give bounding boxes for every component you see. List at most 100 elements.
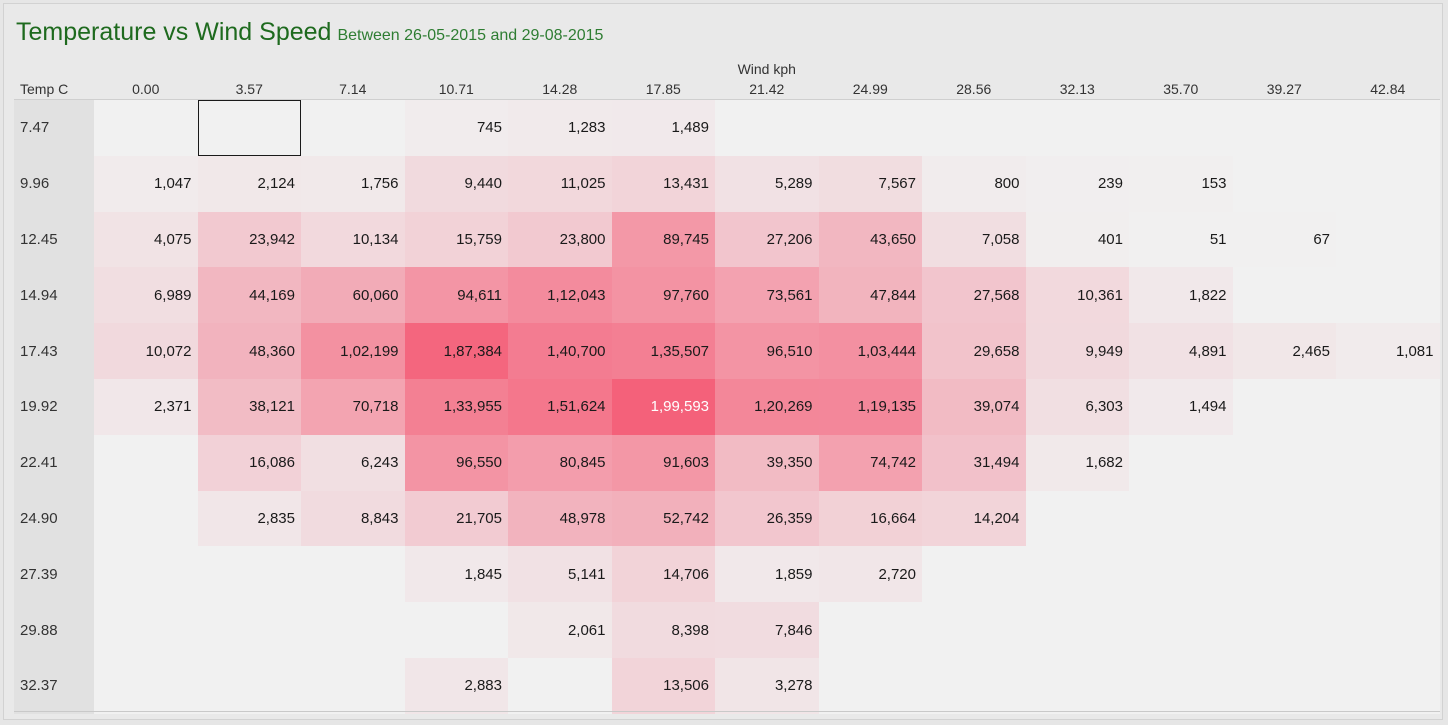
heatmap-cell[interactable] bbox=[1129, 658, 1233, 714]
heatmap-cell[interactable] bbox=[1129, 602, 1233, 658]
heatmap-cell[interactable] bbox=[1129, 100, 1233, 156]
heatmap-cell[interactable] bbox=[818, 100, 922, 156]
heatmap-cell[interactable]: 44,169 bbox=[197, 267, 301, 324]
heatmap-cell[interactable] bbox=[1336, 658, 1440, 714]
heatmap-cell[interactable]: 1,822 bbox=[1129, 267, 1233, 324]
heatmap-cell[interactable]: 27,206 bbox=[715, 211, 819, 268]
heatmap-cell[interactable] bbox=[1025, 546, 1129, 603]
heatmap-cell[interactable]: 2,371 bbox=[94, 379, 198, 435]
heatmap-cell[interactable]: 1,87,384 bbox=[404, 323, 508, 379]
heatmap-cell[interactable] bbox=[94, 490, 198, 547]
heatmap-cell[interactable]: 73,561 bbox=[715, 267, 819, 324]
heatmap-cell[interactable] bbox=[1025, 658, 1129, 714]
heatmap-cell[interactable]: 153 bbox=[1129, 155, 1233, 212]
heatmap-cell[interactable]: 13,431 bbox=[611, 155, 715, 212]
heatmap-cell[interactable]: 1,682 bbox=[1025, 434, 1129, 491]
heatmap-cell[interactable] bbox=[1232, 267, 1336, 324]
heatmap-cell[interactable] bbox=[301, 546, 405, 603]
heatmap-cell[interactable]: 1,047 bbox=[94, 155, 198, 212]
heatmap-cell[interactable]: 31,494 bbox=[922, 434, 1026, 491]
heatmap-cell[interactable] bbox=[94, 100, 198, 156]
heatmap-cell[interactable] bbox=[197, 602, 301, 658]
heatmap-cell[interactable]: 11,025 bbox=[508, 155, 612, 212]
heatmap-cell[interactable]: 1,19,135 bbox=[818, 379, 922, 435]
heatmap-cell[interactable] bbox=[922, 602, 1026, 658]
heatmap-cell[interactable]: 6,303 bbox=[1025, 379, 1129, 435]
heatmap-cell[interactable] bbox=[922, 658, 1026, 714]
heatmap-cell[interactable]: 13,506 bbox=[611, 658, 715, 714]
heatmap-cell[interactable]: 96,550 bbox=[404, 434, 508, 491]
heatmap-cell[interactable]: 10,134 bbox=[301, 211, 405, 268]
heatmap-cell[interactable]: 2,883 bbox=[404, 658, 508, 714]
heatmap-cell[interactable]: 1,12,043 bbox=[508, 267, 612, 324]
heatmap-cell[interactable]: 43,650 bbox=[818, 211, 922, 268]
heatmap-cell[interactable] bbox=[1025, 490, 1129, 547]
heatmap-cell[interactable] bbox=[1025, 100, 1129, 156]
heatmap-cell[interactable]: 1,35,507 bbox=[611, 323, 715, 379]
heatmap-cell[interactable]: 80,845 bbox=[508, 434, 612, 491]
heatmap-cell[interactable] bbox=[1232, 658, 1336, 714]
heatmap-cell[interactable] bbox=[301, 602, 405, 658]
heatmap-cell[interactable]: 47,844 bbox=[818, 267, 922, 324]
heatmap-cell[interactable] bbox=[818, 602, 922, 658]
heatmap-cell[interactable]: 4,891 bbox=[1129, 323, 1233, 379]
heatmap-cell[interactable] bbox=[301, 658, 405, 714]
heatmap-cell[interactable] bbox=[1232, 546, 1336, 603]
heatmap-cell[interactable]: 1,845 bbox=[404, 546, 508, 603]
heatmap-cell[interactable] bbox=[1025, 602, 1129, 658]
heatmap-cell[interactable]: 8,398 bbox=[611, 602, 715, 658]
heatmap-cell[interactable]: 9,440 bbox=[404, 155, 508, 212]
heatmap-cell[interactable]: 2,061 bbox=[508, 602, 612, 658]
heatmap-cell[interactable]: 2,124 bbox=[197, 155, 301, 212]
heatmap-cell[interactable]: 89,745 bbox=[611, 211, 715, 268]
heatmap-cell[interactable]: 29,658 bbox=[922, 323, 1026, 379]
heatmap-cell[interactable]: 1,20,269 bbox=[715, 379, 819, 435]
heatmap-cell[interactable]: 1,03,444 bbox=[818, 323, 922, 379]
heatmap-cell[interactable] bbox=[508, 658, 612, 714]
heatmap-cell[interactable] bbox=[1336, 211, 1440, 268]
heatmap-cell[interactable]: 745 bbox=[404, 100, 508, 156]
heatmap-cell[interactable]: 23,800 bbox=[508, 211, 612, 268]
heatmap-cell[interactable]: 239 bbox=[1025, 155, 1129, 212]
heatmap-cell[interactable]: 23,942 bbox=[197, 211, 301, 268]
heatmap-cell[interactable] bbox=[197, 546, 301, 603]
heatmap-cell[interactable]: 96,510 bbox=[715, 323, 819, 379]
heatmap-cell[interactable]: 1,283 bbox=[508, 100, 612, 156]
heatmap-cell[interactable]: 2,835 bbox=[197, 490, 301, 547]
heatmap-cell[interactable]: 1,99,593 bbox=[611, 379, 715, 435]
heatmap-cell[interactable] bbox=[1336, 490, 1440, 547]
heatmap-cell[interactable]: 91,603 bbox=[611, 434, 715, 491]
heatmap-cell[interactable] bbox=[922, 546, 1026, 603]
heatmap-cell[interactable] bbox=[1129, 546, 1233, 603]
heatmap-cell[interactable] bbox=[197, 658, 301, 714]
heatmap-cell[interactable]: 39,350 bbox=[715, 434, 819, 491]
heatmap-cell[interactable]: 2,465 bbox=[1232, 323, 1336, 379]
heatmap-cell[interactable]: 26,359 bbox=[715, 490, 819, 547]
heatmap-cell[interactable] bbox=[197, 100, 301, 156]
heatmap-cell[interactable]: 7,846 bbox=[715, 602, 819, 658]
heatmap-cell[interactable]: 5,141 bbox=[508, 546, 612, 603]
heatmap-cell[interactable] bbox=[94, 546, 198, 603]
heatmap-cell[interactable]: 48,978 bbox=[508, 490, 612, 547]
heatmap-cell[interactable]: 10,361 bbox=[1025, 267, 1129, 324]
heatmap-cell[interactable] bbox=[1129, 434, 1233, 491]
heatmap-cell[interactable]: 1,756 bbox=[301, 155, 405, 212]
heatmap-cell[interactable]: 48,360 bbox=[197, 323, 301, 379]
heatmap-cell[interactable]: 16,086 bbox=[197, 434, 301, 491]
heatmap-cell[interactable]: 14,204 bbox=[922, 490, 1026, 547]
heatmap-cell[interactable]: 21,705 bbox=[404, 490, 508, 547]
heatmap-cell[interactable]: 14,706 bbox=[611, 546, 715, 603]
heatmap-cell[interactable]: 67 bbox=[1232, 211, 1336, 268]
heatmap-cell[interactable]: 5,289 bbox=[715, 155, 819, 212]
heatmap-cell[interactable]: 38,121 bbox=[197, 379, 301, 435]
heatmap-cell[interactable]: 8,843 bbox=[301, 490, 405, 547]
heatmap-cell[interactable] bbox=[818, 658, 922, 714]
heatmap-cell[interactable]: 15,759 bbox=[404, 211, 508, 268]
heatmap-cell[interactable] bbox=[1336, 602, 1440, 658]
heatmap-cell[interactable]: 1,02,199 bbox=[301, 323, 405, 379]
heatmap-cell[interactable]: 7,567 bbox=[818, 155, 922, 212]
heatmap-cell[interactable]: 4,075 bbox=[94, 211, 198, 268]
heatmap-cell[interactable]: 10,072 bbox=[94, 323, 198, 379]
heatmap-cell[interactable] bbox=[301, 100, 405, 156]
heatmap-cell[interactable] bbox=[1336, 155, 1440, 212]
